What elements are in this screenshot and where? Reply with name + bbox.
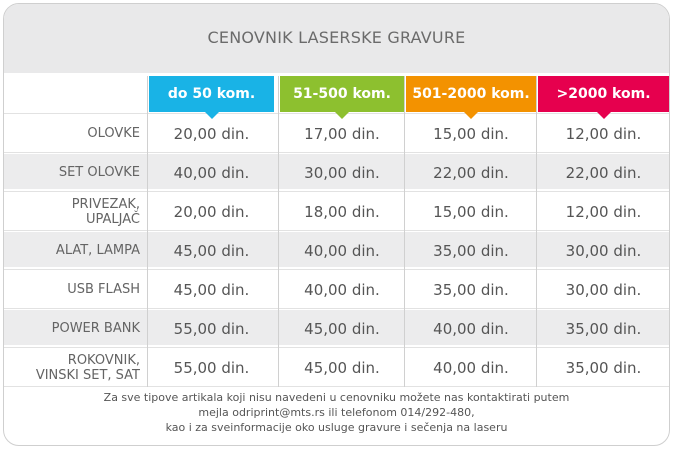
row-divider <box>4 230 669 231</box>
row-label-text: PRIVEZAK, UPALJAČ <box>72 197 140 227</box>
price-cell: 30,00 din. <box>565 241 642 260</box>
price-cell: 30,00 din. <box>565 280 642 299</box>
tier-header-2: 51-500 kom. <box>280 76 404 119</box>
price-cell: 20,00 din. <box>173 202 250 221</box>
row-label-line: POWER BANK <box>51 321 140 336</box>
table-row: SET OLOVKE 40,00 din. 30,00 din. 22,00 din.… <box>4 153 669 192</box>
row-label-text: ALAT, LAMPA <box>56 243 140 258</box>
price-list-card: CENOVNIK LASERSKE GRAVURE do 50 kom. 51-5… <box>3 3 670 446</box>
tier-header-4: >2000 kom. <box>538 76 669 119</box>
row-divider <box>4 308 669 309</box>
table-row: ALAT, LAMPA 45,00 din. 40,00 din. 35,00 din… <box>4 231 669 270</box>
row-label: ALAT, LAMPA <box>4 231 140 270</box>
row-divider <box>4 386 669 387</box>
row-label-text: POWER BANK <box>52 321 140 336</box>
price-cell: 45,00 din. <box>304 358 380 377</box>
row-label: OLOVKE <box>4 114 140 153</box>
price-cell: 12,00 din. <box>565 124 642 143</box>
price-cell: 20,00 din. <box>173 124 250 143</box>
table-row: USB FLASH 45,00 din. 40,00 din. 35,00 din. 3… <box>4 270 669 309</box>
price-cell: 55,00 din. <box>173 358 250 377</box>
price-cell: 45,00 din. <box>304 319 380 338</box>
footer-line-3: kao i za sveinformacije oko usluge gravu… <box>165 421 508 434</box>
price-cell: 18,00 din. <box>304 202 380 221</box>
page-title: CENOVNIK LASERSKE GRAVURE <box>207 28 466 47</box>
price-cell: 17,00 din. <box>304 124 380 143</box>
row-divider <box>4 152 669 153</box>
row-label: ROKOVNIK, VINSKI SET, SAT <box>4 348 140 387</box>
row-stripe <box>4 154 669 189</box>
row-label-text: USB FLASH <box>67 282 140 297</box>
price-cell: 55,00 din. <box>173 319 250 338</box>
title-band <box>4 4 669 73</box>
row-label-text: ROKOVNIK, VINSKI SET, SAT <box>36 353 140 383</box>
price-cell: 15,00 din. <box>433 124 509 143</box>
price-cell: 35,00 din. <box>433 280 509 299</box>
table-row: ROKOVNIK, VINSKI SET, SAT 55,00 din. 45,00 … <box>4 348 669 387</box>
price-cell: 22,00 din. <box>433 163 509 182</box>
column-divider <box>278 76 279 387</box>
column-divider <box>404 76 405 387</box>
row-label-line: PRIVEZAK, <box>71 196 140 212</box>
price-cell: 40,00 din. <box>173 163 250 182</box>
row-label: POWER BANK <box>4 309 140 348</box>
column-divider <box>147 76 148 387</box>
row-label-text: SET OLOVKE <box>59 165 140 180</box>
tier-header-3: 501-2000 kom. <box>406 76 536 119</box>
price-cell: 35,00 din. <box>565 319 642 338</box>
price-cell: 45,00 din. <box>173 241 250 260</box>
price-cell: 45,00 din. <box>173 280 250 299</box>
price-cell: 35,00 din. <box>433 241 509 260</box>
row-label: PRIVEZAK, UPALJAČ <box>4 192 140 231</box>
price-cell: 35,00 din. <box>565 358 642 377</box>
row-label-line: ALAT, LAMPA <box>55 243 140 258</box>
footer-line-2: mejla odriprint@mts.rs ili telefonom 014… <box>198 406 475 419</box>
price-cell: 40,00 din. <box>433 319 509 338</box>
row-divider <box>4 347 669 348</box>
row-label-line: VINSKI SET, SAT <box>35 367 140 383</box>
row-label-line: SET OLOVKE <box>58 165 140 180</box>
table-row: OLOVKE 20,00 din. 17,00 din. 15,00 din. 12,0… <box>4 114 669 153</box>
row-label-line: USB FLASH <box>67 282 140 297</box>
price-cell: 30,00 din. <box>304 163 380 182</box>
column-divider <box>536 76 537 387</box>
row-label: SET OLOVKE <box>4 153 140 192</box>
price-cell: 22,00 din. <box>565 163 642 182</box>
price-cell: 15,00 din. <box>433 202 509 221</box>
price-cell: 40,00 din. <box>433 358 509 377</box>
row-divider <box>4 269 669 270</box>
table-row: POWER BANK 55,00 din. 45,00 din. 40,00 din.… <box>4 309 669 348</box>
tier-header-1: do 50 kom. <box>149 76 274 119</box>
footer-line-1: Za sve tipove artikala koji nisu naveden… <box>103 391 570 404</box>
row-divider <box>4 191 669 192</box>
row-label-line: ROKOVNIK, <box>67 352 140 368</box>
row-label-text: OLOVKE <box>87 126 140 141</box>
row-label-line: UPALJAČ <box>85 211 140 227</box>
price-cell: 12,00 din. <box>565 202 642 221</box>
row-label: USB FLASH <box>4 270 140 309</box>
price-cell: 40,00 din. <box>304 280 380 299</box>
table-row: PRIVEZAK, UPALJAČ 20,00 din. 18,00 din. 15,0… <box>4 192 669 231</box>
footer-note: Za sve tipove artikala koji nisu naveden… <box>4 390 669 435</box>
row-label-line: OLOVKE <box>87 126 140 141</box>
row-stripe <box>4 310 669 345</box>
row-stripe <box>4 232 669 267</box>
price-cell: 40,00 din. <box>304 241 380 260</box>
